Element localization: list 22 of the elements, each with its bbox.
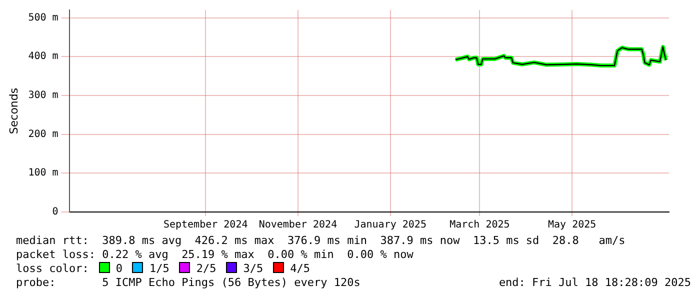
text: median rtt: 389.8 ms avg 426.2 ms max 376.9 ms min 387.9 ms now 13.5 ms sd 28.8 am/s — [16, 234, 626, 248]
text: end: Fri Jul 18 18:28:09 2025 — [498, 276, 691, 290]
x-tick-label: March 2025 — [450, 220, 510, 231]
legend-label: 3/5 — [243, 262, 264, 275]
y-tick-label: 300 m — [28, 90, 58, 102]
legend-title: loss color: — [16, 262, 89, 275]
y-axis-title: Seconds — [7, 88, 20, 134]
legend-label: 0 — [116, 262, 122, 275]
y-tick-label: 100 m — [28, 168, 58, 179]
x-tick-label: May 2025 — [548, 220, 596, 231]
y-tick-label: 500 m — [28, 12, 58, 24]
y-tick-label: 0 — [52, 206, 58, 218]
text: packet loss: 0.22 % avg 25.19 % max 0.00 % min 0.00 % now — [16, 248, 414, 262]
legend-label: 4/5 — [290, 262, 310, 275]
x-tick-label: November 2024 — [258, 220, 338, 231]
x-tick-label: January 2025 — [354, 220, 426, 231]
text: probe: 5 ICMP Echo Pings (56 Bytes) every 120s — [16, 276, 360, 289]
legend-label: 2/5 — [196, 262, 216, 275]
legend-label: 1/5 — [149, 262, 170, 275]
y-tick-label: 200 m — [28, 128, 58, 140]
y-tick-label: 400 m — [28, 51, 58, 62]
x-tick-label: September 2024 — [163, 220, 248, 231]
